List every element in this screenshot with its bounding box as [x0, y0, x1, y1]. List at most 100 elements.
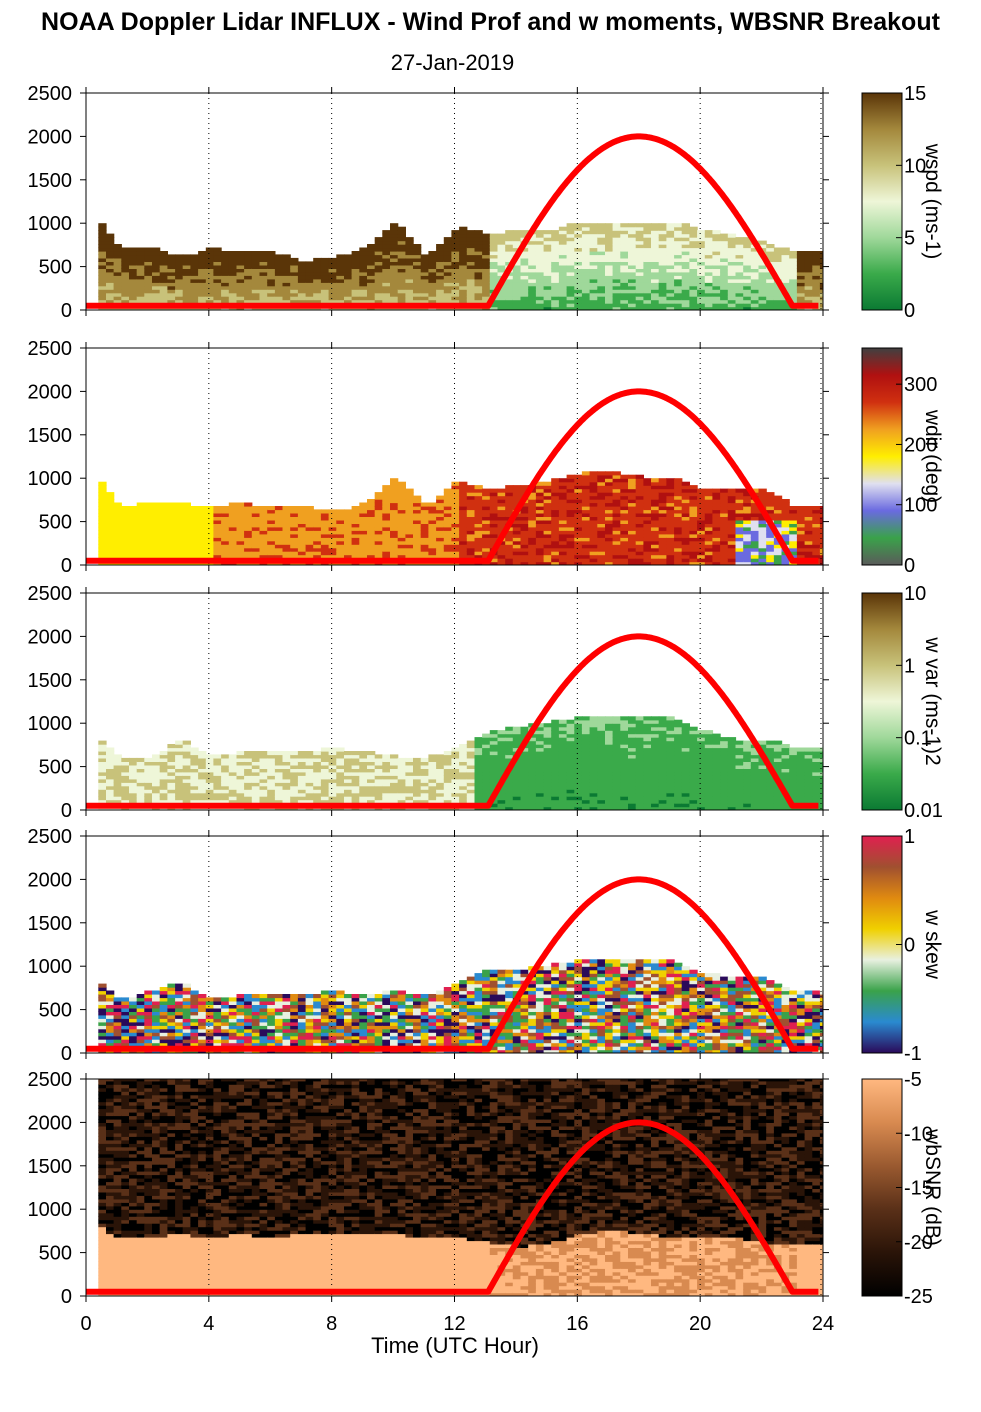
heatmap-cell: [512, 771, 522, 776]
heatmap-cell: [443, 537, 453, 542]
heatmap-cell: [482, 771, 491, 776]
heatmap-cell: [812, 282, 821, 287]
heatmap-cell: [766, 509, 775, 514]
heatmap-cell: [466, 537, 476, 542]
heatmap-cell: [812, 540, 821, 545]
heatmap-cell: [382, 509, 391, 514]
heatmap-cell: [136, 547, 145, 552]
heatmap-cell: [459, 240, 468, 245]
heatmap-cell: [282, 785, 291, 790]
heatmap-cell: [605, 278, 614, 283]
heatmap-cell: [735, 561, 744, 565]
heatmap-cell: [635, 519, 644, 524]
heatmap-cell: [129, 285, 138, 290]
heatmap-cell: [474, 551, 483, 556]
heatmap-cell: [489, 261, 499, 266]
heatmap-cell: [581, 558, 591, 563]
heatmap-cell: [505, 733, 514, 738]
heatmap-cell: [190, 782, 199, 787]
heatmap-cell: [98, 754, 107, 759]
heatmap-cell: [198, 296, 207, 301]
heatmap-cell: [635, 251, 644, 256]
heatmap-cell: [781, 530, 790, 535]
heatmap-cell: [144, 268, 153, 273]
heatmap-cell: [505, 502, 514, 507]
heatmap-cell: [328, 751, 337, 756]
heatmap-cell: [198, 540, 207, 545]
heatmap-cell: [628, 289, 637, 294]
heatmap-cell: [620, 282, 629, 287]
heatmap-cell: [198, 257, 207, 262]
heatmap-cell: [620, 540, 629, 545]
heatmap-cell: [819, 530, 823, 535]
heatmap-cell: [781, 299, 790, 304]
heatmap-cell: [152, 757, 161, 762]
heatmap-cell: [489, 509, 499, 514]
heatmap-cell: [259, 261, 268, 266]
heatmap-cell: [558, 512, 568, 517]
heatmap-cell: [367, 512, 376, 517]
heatmap-cell: [651, 223, 660, 228]
heatmap-cell: [390, 275, 399, 280]
heatmap-cell: [274, 796, 284, 801]
heatmap-cell: [589, 488, 598, 493]
heatmap-cell: [651, 254, 660, 259]
heatmap-cell: [182, 275, 191, 280]
heatmap-cell: [666, 495, 675, 500]
heatmap-cell: [313, 257, 322, 262]
heatmap-cell: [558, 275, 568, 280]
heatmap-cell: [520, 299, 529, 304]
heatmap-cell: [359, 544, 368, 549]
heatmap-cell: [551, 230, 560, 235]
heatmap-cell: [236, 551, 245, 556]
heatmap-cell: [512, 540, 522, 545]
heatmap-cell: [259, 757, 268, 762]
heatmap-cell: [512, 782, 522, 787]
heatmap-cell: [113, 778, 122, 783]
heatmap-cell: [390, 478, 399, 483]
heatmap-cell: [750, 296, 760, 301]
heatmap-cell: [144, 775, 153, 780]
heatmap-cell: [405, 782, 414, 787]
heatmap-cell: [113, 506, 122, 511]
heatmap-cell: [581, 492, 591, 497]
heatmap-cell: [221, 519, 230, 524]
heatmap-cell: [766, 275, 775, 280]
heatmap-cell: [574, 495, 583, 500]
heatmap-cell: [704, 261, 714, 266]
heatmap-cell: [344, 796, 353, 801]
heatmap-cell: [129, 289, 138, 294]
heatmap-cell: [221, 289, 230, 294]
heatmap-cell: [167, 537, 176, 542]
heatmap-cell: [213, 544, 222, 549]
heatmap-cell: [190, 289, 199, 294]
heatmap-cell: [505, 306, 514, 310]
heatmap-cell: [367, 251, 376, 256]
heatmap-cell: [297, 540, 307, 545]
heatmap-cell: [297, 537, 307, 542]
heatmap-cell: [244, 292, 253, 297]
heatmap-cell: [727, 240, 737, 245]
heatmap-cell: [704, 499, 714, 504]
heatmap-cell: [635, 523, 644, 528]
heatmap-cell: [320, 775, 330, 780]
heatmap-cell: [697, 251, 706, 256]
heatmap-cell: [152, 247, 161, 252]
heatmap-cell: [628, 512, 637, 517]
heatmap-cell: [198, 282, 207, 287]
heatmap-cell: [443, 775, 453, 780]
heatmap-cell: [397, 785, 406, 790]
heatmap-cell: [328, 264, 337, 269]
heatmap-cell: [182, 744, 191, 749]
heatmap-cell: [712, 551, 721, 556]
heatmap-cell: [428, 506, 437, 511]
heatmap-cell: [543, 264, 552, 269]
heatmap-cell: [535, 261, 545, 266]
heatmap-cell: [405, 299, 414, 304]
heatmap-cell: [697, 551, 706, 556]
heatmap-cell: [236, 282, 245, 287]
heatmap-cell: [712, 240, 721, 245]
heatmap-cell: [758, 544, 767, 549]
y-tick-label: 1500: [28, 170, 73, 192]
heatmap-cell: [681, 237, 690, 242]
